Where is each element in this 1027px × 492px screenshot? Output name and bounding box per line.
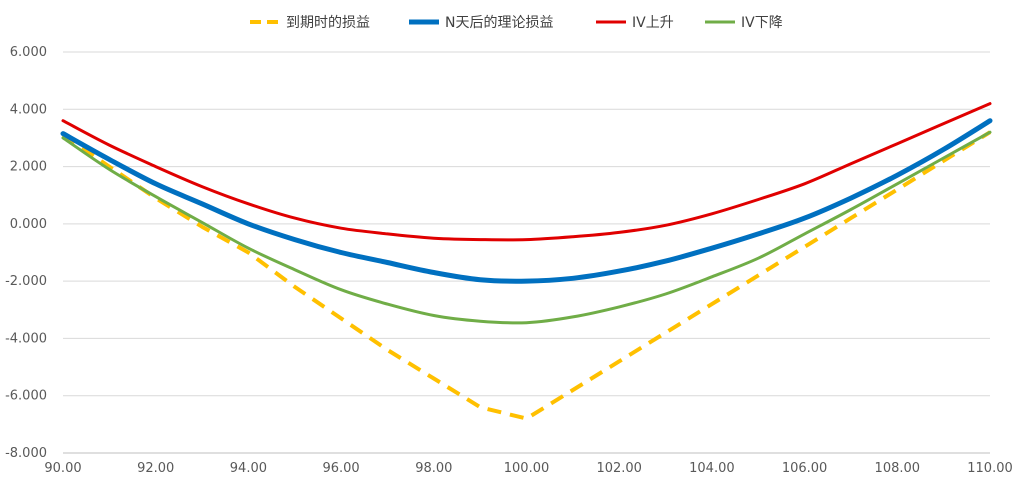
- x-tick-label: 98.00: [415, 461, 452, 476]
- x-tick-label: 106.00: [782, 461, 828, 476]
- y-tick-label: 6.000: [10, 45, 47, 60]
- x-tick-label: 108.00: [875, 461, 921, 476]
- y-tick-label: -4.000: [5, 331, 47, 346]
- legend: 到期时的损益 N天后的理论损益 IV上升 IV下降: [250, 15, 783, 31]
- y-tick-label: -2.000: [5, 274, 47, 289]
- x-tick-label: 96.00: [322, 461, 359, 476]
- y-tick-label: -8.000: [5, 446, 47, 461]
- x-tick-label: 90.00: [44, 461, 81, 476]
- x-tick-label: 110.00: [967, 461, 1013, 476]
- series-line-1: [60, 118, 993, 284]
- x-axis-tick-labels: 90.00 92.00 94.00 96.00 98.00 100.00 102.00 104…: [44, 461, 1012, 476]
- x-tick-label: 92.00: [137, 461, 174, 476]
- series-line-3: [61, 130, 992, 325]
- legend-label-2: IV上升: [632, 15, 674, 31]
- legend-label-0: 到期时的损益: [286, 15, 370, 31]
- series-lines: [60, 102, 993, 421]
- legend-label-3: IV下降: [741, 15, 783, 31]
- x-tick-label: 94.00: [230, 461, 267, 476]
- legend-label-1: N天后的理论损益: [445, 15, 553, 31]
- x-tick-label: 104.00: [689, 461, 735, 476]
- y-tick-label: 4.000: [10, 102, 47, 117]
- x-tick-label: 100.00: [504, 461, 550, 476]
- series-line-2: [61, 102, 992, 242]
- y-axis-tick-labels: 6.000 4.000 2.000 0.000 -2.000 -4.000 -6.000 -8…: [5, 45, 47, 461]
- y-tick-label: -6.000: [5, 389, 47, 404]
- y-tick-label: 0.000: [10, 217, 47, 232]
- x-tick-label: 102.00: [596, 461, 642, 476]
- series-line-0: [61, 130, 992, 421]
- y-tick-label: 2.000: [10, 160, 47, 175]
